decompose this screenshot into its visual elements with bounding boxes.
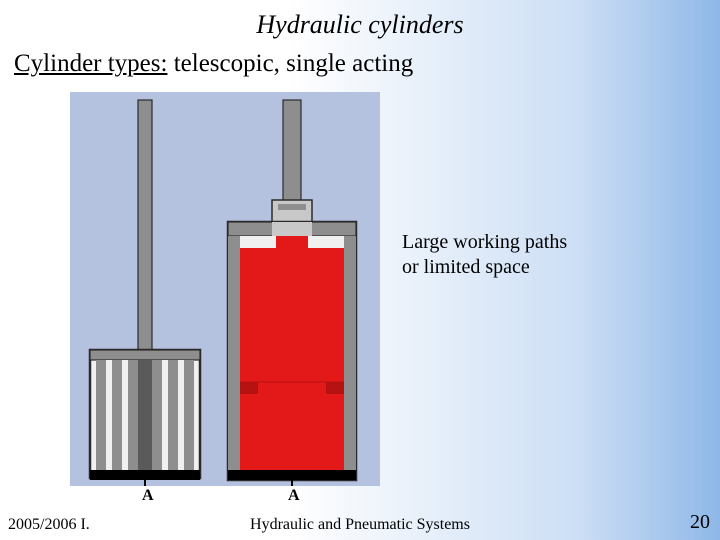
annotation-line2: or limited space — [402, 255, 567, 280]
right-top-cap-gap — [272, 222, 312, 236]
right-step-r1 — [326, 382, 344, 394]
left-rod — [138, 100, 152, 354]
footer-left: 2005/2006 I. — [8, 516, 90, 534]
right-wall-right — [344, 236, 356, 480]
footer-center: Hydraulic and Pneumatic Systems — [250, 516, 470, 534]
left-top-cap — [90, 350, 200, 360]
page-number: 20 — [690, 511, 710, 534]
subtitle: Cylinder types: telescopic, single actin… — [0, 40, 720, 78]
cylinder-diagram: A A — [70, 92, 380, 504]
right-step-l1 — [240, 382, 258, 394]
annotation-text: Large working paths or limited space — [402, 230, 567, 280]
right-wall-left — [228, 236, 240, 480]
right-bottom-cap — [228, 470, 356, 480]
right-gap-left — [240, 236, 276, 248]
right-gap-right — [308, 236, 344, 248]
left-bottom-cap — [90, 470, 200, 480]
right-label-a: A — [288, 487, 300, 504]
right-fluid — [240, 248, 344, 470]
left-label-a: A — [142, 487, 154, 504]
subtitle-rest: telescopic, single acting — [167, 50, 413, 77]
page-title: Hydraulic cylinders — [0, 0, 720, 40]
right-sleeve-lip — [278, 204, 306, 210]
left-sleeves — [96, 360, 194, 470]
right-fluid-neck — [276, 236, 308, 250]
subtitle-underlined: Cylinder types: — [14, 50, 167, 77]
annotation-line1: Large working paths — [402, 230, 567, 255]
